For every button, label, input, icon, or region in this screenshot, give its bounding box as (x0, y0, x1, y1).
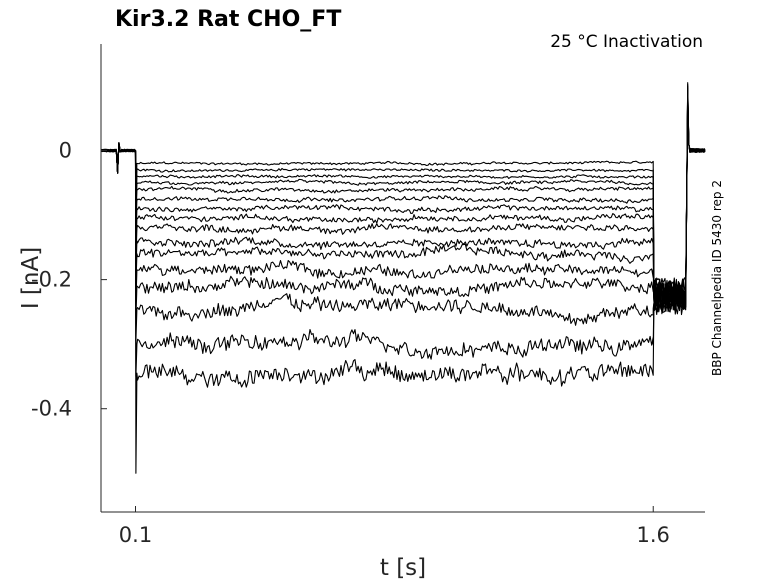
current-trace (100, 91, 706, 308)
current-trace (100, 85, 706, 342)
current-trace (100, 93, 706, 307)
current-trace (100, 87, 706, 319)
current-trace (100, 94, 706, 307)
current-trace (100, 102, 706, 301)
y-tick-label: 0 (59, 139, 72, 163)
current-trace (100, 83, 706, 377)
current-trace (100, 107, 706, 298)
y-tick-label: -0.2 (31, 268, 72, 292)
current-trace (100, 109, 706, 297)
current-trace (100, 82, 706, 474)
x-tick-label: 0.1 (119, 523, 152, 547)
y-axis-label: I [nA] (18, 247, 44, 309)
y-ticks: 0 -0.2 -0.4 (31, 139, 107, 421)
x-axis-label: t [s] (380, 555, 426, 581)
x-ticks: 0.1 1.6 (119, 506, 670, 547)
current-trace (100, 89, 706, 311)
current-trace (100, 103, 706, 299)
chart-title: Kir3.2 Rat CHO_FT (115, 7, 341, 32)
current-trace (100, 100, 706, 303)
y-tick-label: -0.4 (31, 397, 72, 421)
chart-subtitle: 25 °C Inactivation (550, 32, 703, 52)
current-trace (100, 98, 706, 304)
current-trace (100, 105, 706, 299)
current-traces (100, 82, 706, 474)
current-trace (100, 96, 706, 305)
side-label: BBP Channelpedia ID 5430 rep 2 (710, 180, 724, 376)
x-tick-label: 1.6 (637, 523, 670, 547)
